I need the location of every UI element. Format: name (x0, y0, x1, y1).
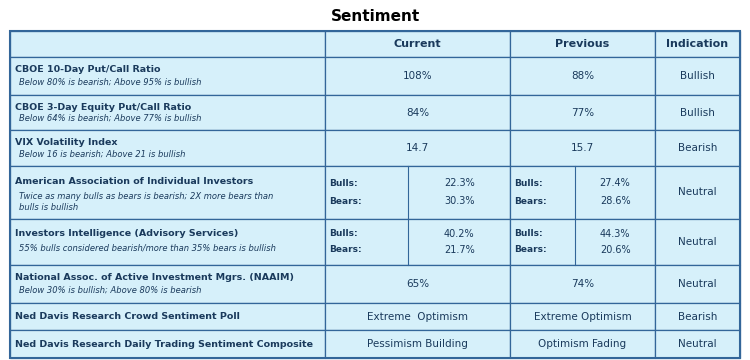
Text: Indication: Indication (667, 39, 728, 49)
Bar (510, 265, 655, 303)
Bar (10, 95, 325, 130)
Text: Bulls:: Bulls: (514, 229, 542, 238)
Text: Neutral: Neutral (678, 237, 717, 247)
Text: Pessimism Building: Pessimism Building (367, 339, 468, 349)
Bar (655, 219, 740, 265)
Text: 74%: 74% (571, 279, 594, 289)
Bar (510, 330, 655, 358)
Bar (325, 31, 510, 57)
Bar (325, 303, 510, 330)
Bar (510, 95, 655, 130)
Bar (325, 330, 510, 358)
Text: 55% bulls considered bearish/more than 35% bears is bullish: 55% bulls considered bearish/more than 3… (19, 244, 276, 253)
Text: 27.4%: 27.4% (600, 178, 631, 188)
Text: Bearish: Bearish (678, 143, 717, 153)
Text: Bears:: Bears: (328, 245, 362, 254)
Text: CBOE 3-Day Equity Put/Call Ratio: CBOE 3-Day Equity Put/Call Ratio (15, 103, 191, 112)
Text: Optimism Fading: Optimism Fading (538, 339, 626, 349)
Bar (10, 130, 325, 166)
Bar (510, 303, 655, 330)
Bar (655, 57, 740, 95)
Text: Bears:: Bears: (514, 197, 546, 206)
Text: Ned Davis Research Daily Trading Sentiment Composite: Ned Davis Research Daily Trading Sentime… (15, 339, 314, 348)
Text: Bulls:: Bulls: (328, 229, 357, 238)
Bar (510, 31, 655, 57)
Text: Bullish: Bullish (680, 71, 715, 81)
Text: Below 80% is bearish; Above 95% is bullish: Below 80% is bearish; Above 95% is bulli… (19, 77, 201, 86)
Text: 21.7%: 21.7% (444, 244, 475, 255)
Text: Below 64% is bearish; Above 77% is bullish: Below 64% is bearish; Above 77% is bulli… (19, 114, 201, 123)
Text: 15.7: 15.7 (571, 143, 594, 153)
Bar (655, 95, 740, 130)
Bar (325, 130, 510, 166)
Bar (510, 166, 655, 219)
Text: 22.3%: 22.3% (444, 178, 475, 188)
Bar (10, 330, 325, 358)
Text: Bullish: Bullish (680, 108, 715, 118)
Text: Extreme  Optimism: Extreme Optimism (367, 312, 468, 322)
Bar (10, 303, 325, 330)
Text: 77%: 77% (571, 108, 594, 118)
Text: Below 30% is bullish; Above 80% is bearish: Below 30% is bullish; Above 80% is beari… (19, 285, 201, 294)
Text: 84%: 84% (406, 108, 429, 118)
Bar (655, 265, 740, 303)
Bar (325, 57, 510, 95)
Bar (10, 57, 325, 95)
Text: Previous: Previous (555, 39, 610, 49)
Text: 44.3%: 44.3% (600, 229, 630, 239)
Bar (325, 219, 510, 265)
Text: 40.2%: 40.2% (444, 229, 475, 239)
Text: 88%: 88% (571, 71, 594, 81)
Text: Neutral: Neutral (678, 187, 717, 197)
Text: 65%: 65% (406, 279, 429, 289)
Text: Twice as many bulls as bears is bearish; 2X more bears than
bulls is bullish: Twice as many bulls as bears is bearish;… (19, 192, 273, 212)
Text: 28.6%: 28.6% (600, 196, 631, 206)
Bar (510, 130, 655, 166)
Bar (10, 166, 325, 219)
Text: American Association of Individual Investors: American Association of Individual Inves… (15, 177, 254, 186)
Text: Bears:: Bears: (328, 197, 362, 206)
Bar (325, 95, 510, 130)
Text: CBOE 10-Day Put/Call Ratio: CBOE 10-Day Put/Call Ratio (15, 65, 160, 74)
Text: Investors Intelligence (Advisory Services): Investors Intelligence (Advisory Service… (15, 229, 238, 238)
Bar (655, 166, 740, 219)
Text: Bears:: Bears: (514, 245, 546, 254)
Text: Current: Current (394, 39, 441, 49)
Bar (655, 31, 740, 57)
Bar (510, 219, 655, 265)
Text: 20.6%: 20.6% (600, 244, 631, 255)
Bar (10, 265, 325, 303)
Text: Ned Davis Research Crowd Sentiment Poll: Ned Davis Research Crowd Sentiment Poll (15, 312, 240, 321)
Text: Extreme Optimism: Extreme Optimism (534, 312, 632, 322)
Text: National Assoc. of Active Investment Mgrs. (NAAIM): National Assoc. of Active Investment Mgr… (15, 273, 294, 282)
Text: Sentiment: Sentiment (330, 9, 420, 24)
Bar (655, 330, 740, 358)
Bar (325, 166, 510, 219)
Text: Neutral: Neutral (678, 339, 717, 349)
Bar (10, 219, 325, 265)
Text: Bulls:: Bulls: (514, 179, 542, 188)
Text: Bearish: Bearish (678, 312, 717, 322)
Text: 108%: 108% (403, 71, 432, 81)
Text: Below 16 is bearish; Above 21 is bullish: Below 16 is bearish; Above 21 is bullish (19, 149, 185, 158)
Bar (10, 31, 325, 57)
Bar (655, 130, 740, 166)
Text: 30.3%: 30.3% (444, 196, 475, 206)
Text: Neutral: Neutral (678, 279, 717, 289)
Text: 14.7: 14.7 (406, 143, 429, 153)
Bar (325, 265, 510, 303)
Bar (510, 57, 655, 95)
Bar (655, 303, 740, 330)
Text: VIX Volatility Index: VIX Volatility Index (15, 138, 118, 147)
Text: Bulls:: Bulls: (328, 179, 357, 188)
